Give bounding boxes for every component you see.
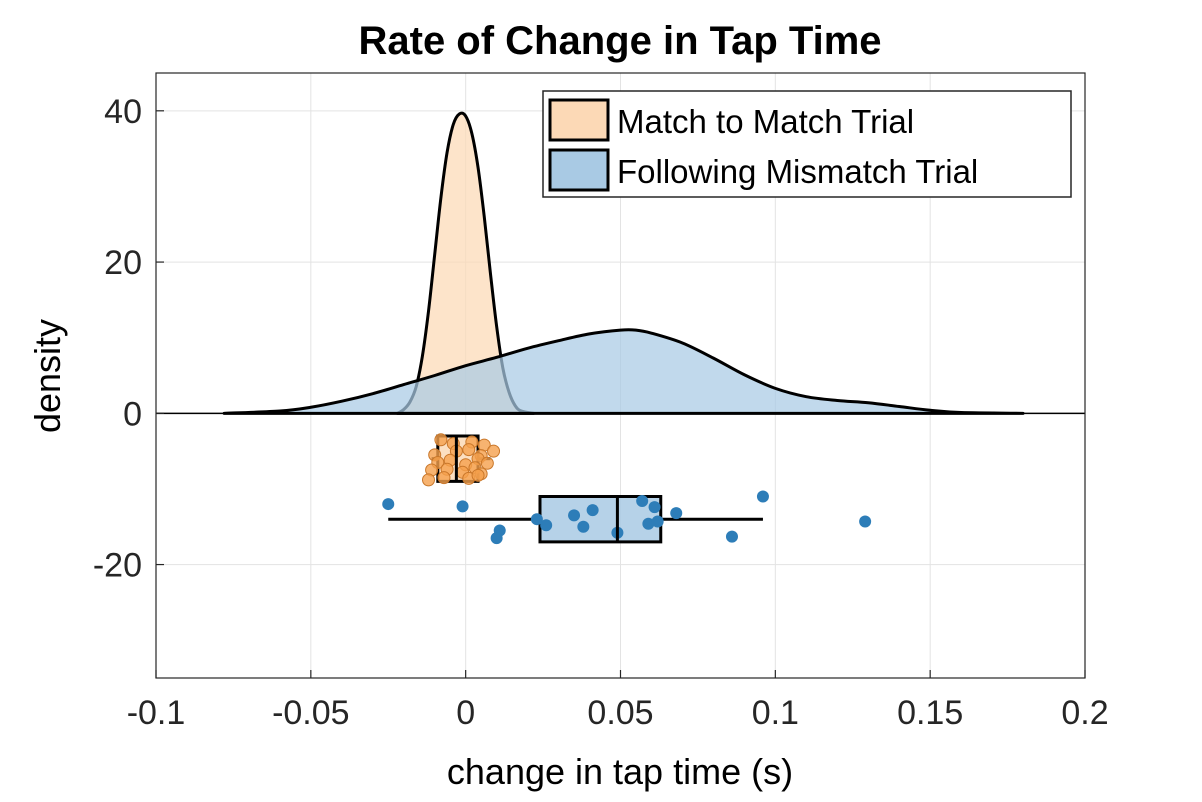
data-point-0-22 <box>471 468 485 482</box>
box-and-points <box>382 433 872 545</box>
data-point-0-6 <box>462 443 476 457</box>
y-tick-label-0: -20 <box>93 547 142 585</box>
y-tick-label-1: 0 <box>123 395 142 433</box>
legend-swatch-match <box>548 98 610 142</box>
data-point-0-19 <box>422 473 436 487</box>
x-tick-label-6: 0.2 <box>1061 694 1108 732</box>
x-tick-label-0: -0.1 <box>127 694 186 732</box>
y-tick-label-3: 40 <box>104 93 142 131</box>
data-point-1-5 <box>540 519 553 532</box>
data-point-1-3 <box>490 532 503 545</box>
x-tick-label-5: 0.15 <box>897 694 963 732</box>
data-point-1-14 <box>670 507 683 520</box>
tick-labels: -0.1 -0.05 0 0.05 0.1 0.15 0.2 -20 0 20 40 <box>93 93 1109 732</box>
x-tick-label-3: 0.05 <box>587 694 653 732</box>
data-point-1-15 <box>725 530 738 543</box>
data-point-1-4 <box>530 513 543 526</box>
data-point-0-13 <box>480 456 494 470</box>
x-tick-label-4: 0.1 <box>752 694 799 732</box>
data-point-1-0 <box>382 498 395 511</box>
chart-title: Rate of Change in Tap Time <box>358 19 881 63</box>
density-curve-1 <box>222 328 1025 415</box>
x-tick-label-1: -0.05 <box>272 694 350 732</box>
legend-swatch-mismatch <box>548 148 610 192</box>
density-clouds <box>222 111 1025 415</box>
data-point-1-12 <box>648 501 661 514</box>
legend-label-match: Match to Match Trial <box>617 103 914 140</box>
x-axis-label: change in tap time (s) <box>447 751 793 792</box>
data-point-1-13 <box>651 515 664 528</box>
data-point-0-20 <box>437 471 451 485</box>
data-point-0-0 <box>434 433 448 447</box>
data-point-1-8 <box>586 504 599 517</box>
x-tick-label-2: 0 <box>456 694 475 732</box>
data-point-1-16 <box>756 490 769 503</box>
data-point-1-1 <box>456 500 469 513</box>
legend: Match to Match Trial Following Mismatch … <box>542 90 1072 198</box>
y-tick-label-2: 20 <box>104 244 142 282</box>
y-axis-label: density <box>27 319 68 433</box>
legend-label-mismatch: Following Mismatch Trial <box>617 153 978 190</box>
data-point-1-6 <box>568 509 581 522</box>
data-point-1-10 <box>636 495 649 508</box>
data-point-0-8 <box>487 444 501 458</box>
data-point-1-17 <box>859 515 872 528</box>
legend-box <box>542 90 1072 198</box>
data-point-1-11 <box>642 517 655 530</box>
data-point-1-7 <box>577 520 590 533</box>
